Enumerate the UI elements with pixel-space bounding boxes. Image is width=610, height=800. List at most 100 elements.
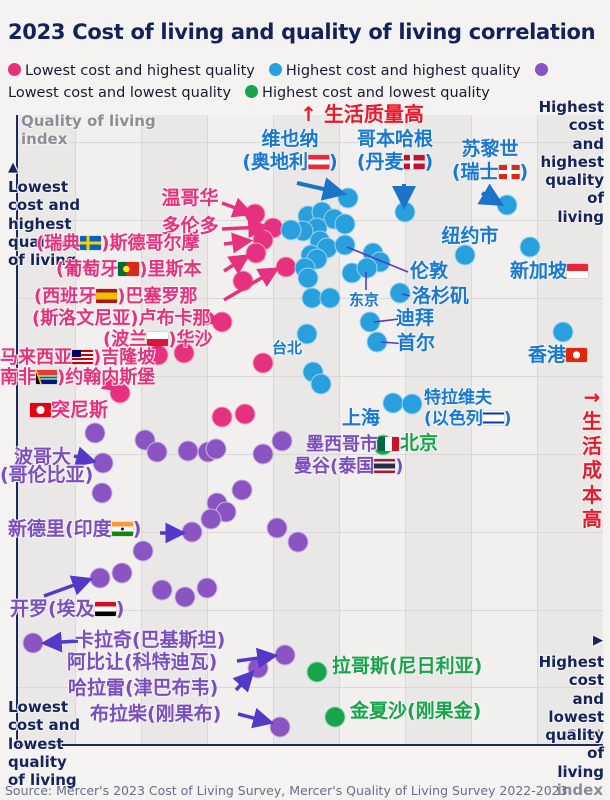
- scatter-dot: [266, 517, 288, 539]
- scatter-dot: [296, 323, 318, 345]
- city-label: 台北: [271, 339, 303, 357]
- scatter-dot: [401, 393, 423, 415]
- annotation-arrow: [296, 177, 347, 201]
- scatter-dot: [84, 422, 106, 444]
- city-label: 伦敦: [410, 260, 449, 282]
- city-label: 金夏沙(刚果金): [350, 700, 482, 722]
- city-label: 特拉维夫 (以色列): [424, 388, 512, 429]
- city-label: (葡萄牙)里斯本: [56, 259, 202, 280]
- x-axis-line: [16, 744, 603, 746]
- scatter-dot: [252, 352, 274, 374]
- quadrant-annotation: Lowest cost and highest quality of livin…: [8, 178, 81, 270]
- annotation-arrow: [223, 254, 251, 275]
- scatter-dot: [271, 430, 293, 452]
- gridline-vertical: [471, 115, 472, 746]
- annotation-arrow: [43, 575, 93, 598]
- legend-dot-icon: [534, 63, 548, 76]
- quadrant-annotation: Lowest cost and lowest quality of living: [8, 698, 81, 790]
- flag-singapore-icon: [567, 264, 589, 278]
- city-label: 南非)约翰内斯堡: [0, 367, 156, 388]
- legend-label: Highest cost and lowest quality: [262, 85, 490, 102]
- quadrant-annotation: ▲: [8, 160, 18, 175]
- scatter-dot: [234, 403, 256, 425]
- gridline-vertical: [405, 115, 406, 746]
- annotation-arrow: [40, 631, 79, 653]
- scatter-dot: [389, 282, 411, 304]
- scatter-dot: [356, 257, 378, 279]
- legend-label: Lowest cost and lowest quality: [8, 85, 232, 102]
- flag-south-africa-icon: [36, 370, 57, 384]
- city-label: (瑞典)斯德哥尔摩: [36, 233, 200, 254]
- city-label: 曼谷(泰国): [294, 456, 404, 477]
- gridline-vertical: [273, 115, 274, 746]
- flag-israel-icon: [482, 410, 504, 425]
- city-label: 首尔: [397, 332, 436, 354]
- annotation-arrow: [223, 232, 254, 254]
- gridline-horizontal: [16, 610, 603, 611]
- city-label: 新加坡: [510, 260, 589, 283]
- scatter-dot: [111, 562, 133, 584]
- city-label: 波哥大: [14, 446, 72, 468]
- flag-hongkong-icon: [566, 348, 588, 362]
- city-label: (西班牙)巴塞罗那: [34, 286, 198, 307]
- y-axis-line: [16, 115, 18, 746]
- city-label: (斯洛文尼亚)卢布卡那: [32, 308, 211, 329]
- legend-dot-icon: [245, 85, 259, 99]
- scatter-dot: [319, 287, 341, 309]
- flag-sweden-icon: [80, 236, 102, 250]
- scatter-dot: [173, 342, 195, 364]
- annotation-arrow: [73, 446, 98, 467]
- quadrant-annotation: Highest cost and highest quality of livi…: [538, 98, 604, 226]
- legend-dot-icon: [268, 63, 282, 76]
- city-label: 突尼斯: [30, 399, 108, 422]
- scatter-dot: [205, 438, 227, 460]
- city-label: 墨西哥市: [306, 434, 399, 456]
- scatter-dot: [252, 443, 274, 465]
- annotation-arrow: [223, 267, 280, 302]
- gridline-vertical: [207, 115, 208, 746]
- annotation-arrow: [401, 293, 411, 297]
- scatter-dot: [231, 479, 253, 501]
- scatter-dot: [174, 586, 196, 608]
- city-label: 阿比让(科特迪瓦): [67, 651, 218, 673]
- city-label: 东京: [348, 291, 380, 309]
- flag-denmark-icon: [403, 155, 425, 170]
- flag-switzerland-icon: [498, 165, 520, 180]
- scatter-dot: [334, 213, 356, 235]
- flag-egypt-icon: [94, 602, 116, 616]
- flag-tunisia-icon: [30, 403, 51, 417]
- annotation-arrow: [380, 341, 408, 345]
- flag-malaysia-icon: [72, 350, 93, 364]
- city-label: 上海: [341, 407, 381, 429]
- gridline-horizontal: [16, 454, 603, 455]
- city-label: 布拉柴(刚果布): [90, 703, 222, 725]
- direction-annotation: ↑ 生活质量高: [300, 102, 424, 126]
- flag-thailand-icon: [374, 459, 396, 473]
- source-note: Source: Mercer's 2023 Cost of Living Sur…: [5, 783, 568, 798]
- scatter-dot: [552, 321, 574, 343]
- city-label: 北京: [400, 432, 439, 454]
- axis-label: Quality of living index: [21, 112, 156, 149]
- legend-item: Highest cost and lowest quality: [245, 85, 490, 101]
- annotation-arrow: [346, 246, 409, 273]
- legend-label: Highest cost and highest quality: [285, 63, 521, 79]
- annotation-arrow: [477, 183, 505, 207]
- city-label: 新德里(印度): [8, 518, 142, 540]
- legend-dot-icon: [8, 63, 21, 76]
- annotation-arrow: [237, 707, 275, 729]
- city-label: 哈拉雷(津巴布韦): [68, 677, 219, 699]
- gridline-vertical: [75, 115, 76, 746]
- scatter-dot: [146, 441, 168, 463]
- city-label: (哥伦比亚): [0, 464, 94, 486]
- gridline-vertical: [339, 115, 340, 746]
- annotation-arrow: [232, 670, 255, 693]
- scatter-dot: [310, 373, 332, 395]
- annotation-arrow: [221, 217, 270, 239]
- city-label: 卡拉奇(巴基斯坦): [75, 629, 226, 651]
- annotation-arrow: [236, 647, 279, 669]
- city-label: (波兰)华沙: [103, 329, 213, 350]
- scatter-dot: [287, 531, 309, 553]
- city-label: 纽约市: [441, 225, 499, 247]
